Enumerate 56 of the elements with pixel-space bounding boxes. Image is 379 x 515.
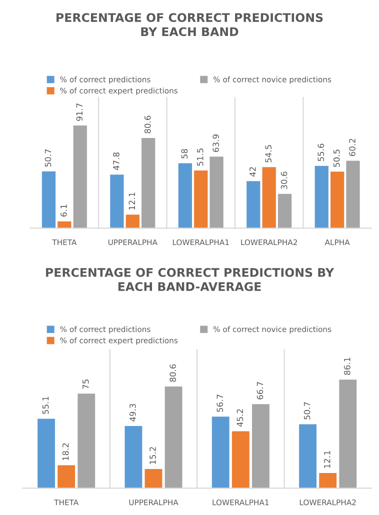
bar — [232, 431, 250, 488]
chart-title: PERCENTAGE OF CORRECT PREDICTIONS BY EACH BAND-AVERAGE — [46, 268, 334, 292]
bar — [299, 424, 317, 488]
data-label: 86.1 — [344, 358, 350, 375]
data-label: 63.9 — [212, 134, 219, 152]
bar — [73, 126, 87, 228]
data-label: 80.6 — [144, 116, 151, 134]
bar — [319, 472, 337, 488]
data-label: 42 — [250, 167, 256, 177]
bar — [278, 194, 292, 228]
bar — [38, 418, 55, 488]
data-label: 6.1 — [60, 204, 67, 217]
bar — [110, 174, 124, 228]
bar — [78, 394, 96, 488]
data-label: 55.6 — [318, 144, 324, 162]
data-label: 66.7 — [256, 382, 264, 400]
data-label: 91.7 — [76, 104, 83, 121]
bar — [58, 465, 76, 488]
data-label: 60.2 — [349, 138, 356, 156]
data-label: 80.6 — [170, 364, 176, 382]
data-label: 49.3 — [130, 404, 136, 422]
bar — [314, 166, 328, 228]
data-label: 51.5 — [197, 148, 204, 166]
bar — [124, 426, 142, 488]
data-label: 50.7 — [44, 149, 52, 167]
data-label: 58 — [181, 149, 188, 158]
bar — [330, 172, 344, 228]
chart-title: PERCENTAGE OF CORRECT PREDICTIONS BY EACH BAND — [56, 13, 323, 36]
data-label: 45.2 — [236, 409, 244, 427]
data-label: 50.5 — [333, 150, 340, 167]
data-label: 56.7 — [216, 394, 224, 412]
bar — [194, 170, 208, 228]
bar — [164, 386, 182, 488]
bar — [126, 214, 140, 228]
data-label: 12.1 — [128, 192, 135, 210]
data-label: 12.1 — [324, 451, 330, 468]
data-label: 50.7 — [304, 402, 310, 420]
data-label: 47.8 — [113, 152, 120, 170]
bar — [346, 160, 360, 228]
data-label: 55.1 — [42, 396, 49, 414]
data-label: 18.2 — [62, 443, 69, 460]
bar — [339, 380, 357, 488]
bar — [252, 404, 270, 488]
bar — [142, 138, 156, 228]
data-label: 30.6 — [280, 172, 288, 190]
data-label: 15.2 — [150, 447, 156, 464]
bar — [246, 181, 260, 228]
bar — [262, 167, 276, 228]
data-label: 75 — [82, 380, 89, 389]
bar — [178, 163, 192, 228]
bar — [58, 221, 72, 228]
data-label: 54.5 — [265, 145, 272, 162]
bar — [210, 156, 224, 228]
bar — [212, 416, 230, 488]
bar — [144, 469, 162, 488]
bar — [42, 171, 56, 228]
